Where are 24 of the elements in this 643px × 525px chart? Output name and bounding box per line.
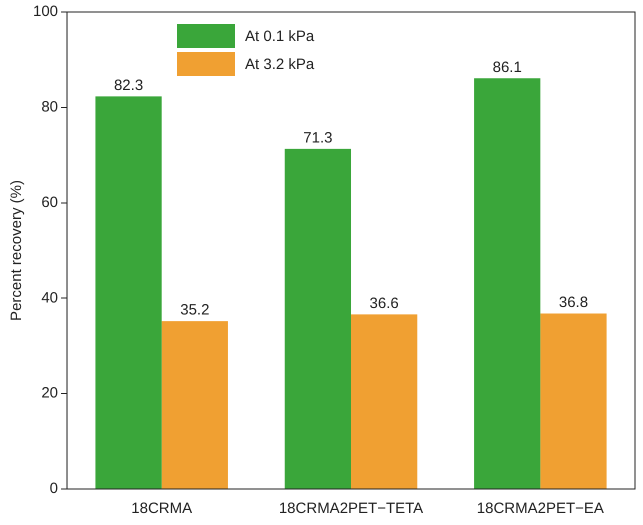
bar bbox=[474, 78, 540, 488]
bar bbox=[540, 313, 607, 488]
x-tick-label: 18CRMA bbox=[131, 500, 192, 518]
x-tick-label: 18CRMA2PET−TETA bbox=[278, 500, 424, 518]
x-tick-label: 18CRMA2PET−EA bbox=[476, 500, 604, 518]
data-label: 71.3 bbox=[303, 130, 332, 147]
bar bbox=[95, 96, 162, 488]
y-tick-label: 40 bbox=[41, 289, 58, 306]
y-tick-label: 0 bbox=[50, 480, 58, 498]
y-axis-title: Percent recovery (%) bbox=[8, 180, 26, 321]
data-label: 36.8 bbox=[558, 294, 588, 312]
y-tick-label: 80 bbox=[41, 98, 58, 116]
data-label: 86.1 bbox=[492, 58, 522, 76]
data-label: 36.6 bbox=[370, 295, 399, 312]
y-tick-label: 100 bbox=[32, 3, 58, 20]
data-label: 35.2 bbox=[180, 302, 210, 319]
bar bbox=[351, 314, 418, 488]
legend-label: At 3.2 kPa bbox=[245, 56, 314, 72]
bar bbox=[162, 321, 228, 488]
y-tick-label: 20 bbox=[41, 384, 58, 402]
bar bbox=[284, 148, 352, 488]
y-tick-label: 60 bbox=[41, 194, 58, 211]
data-label: 82.3 bbox=[114, 77, 144, 94]
legend-label: At 0.1 kPa bbox=[245, 28, 314, 44]
